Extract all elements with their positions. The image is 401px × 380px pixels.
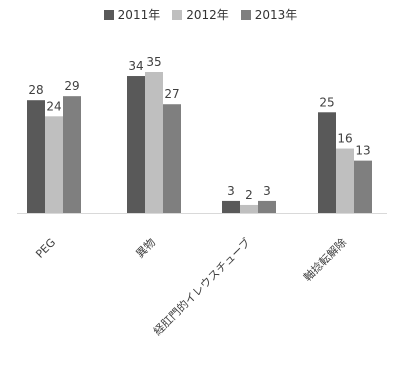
bar-0-3 <box>318 112 336 213</box>
bar-1-3 <box>336 148 354 213</box>
bar-0-2 <box>222 200 240 213</box>
legend-item-2011: 2011年 <box>103 6 161 23</box>
category-label-0: PEG <box>33 236 58 261</box>
bar-2-1 <box>163 104 181 213</box>
bar-2-2 <box>258 200 276 213</box>
bar-0-1 <box>127 76 145 214</box>
category-label-1: 異物 <box>133 235 158 260</box>
legend-item-2012: 2012年 <box>172 6 229 23</box>
bar-2-3 <box>354 160 372 213</box>
data-label-2-1: 27 <box>164 87 179 101</box>
bar-0-0 <box>27 100 45 213</box>
data-label-0-0: 28 <box>28 83 43 97</box>
category-label-3: 軸捻転解除 <box>300 235 349 284</box>
legend-swatch-2011 <box>103 9 114 20</box>
data-label-1-0: 24 <box>46 99 61 113</box>
data-label-1-2: 2 <box>245 188 253 202</box>
bar-1-0 <box>45 116 63 213</box>
bar-2-0 <box>63 96 81 213</box>
legend-swatch-2013 <box>240 9 251 20</box>
legend: 2011年 2012年 2013年 <box>0 6 401 23</box>
data-label-1-1: 35 <box>146 55 161 69</box>
data-label-2-3: 13 <box>355 144 370 158</box>
legend-label-2013: 2013年 <box>254 8 298 22</box>
data-label-1-3: 16 <box>337 132 352 146</box>
legend-item-2013: 2013年 <box>240 6 298 23</box>
data-label-2-2: 3 <box>263 184 271 198</box>
legend-label-2012: 2012年 <box>186 8 229 22</box>
legend-label-2011: 2011年 <box>117 8 161 22</box>
legend-swatch-2012 <box>172 9 183 20</box>
data-label-2-0: 29 <box>64 79 79 93</box>
bar-1-2 <box>240 204 258 213</box>
bar-1-1 <box>145 72 163 213</box>
data-label-0-1: 34 <box>128 59 143 73</box>
data-label-0-3: 25 <box>319 95 334 109</box>
data-label-0-2: 3 <box>227 184 235 198</box>
category-label-2: 経肛門的イレウスチューブ <box>150 235 253 338</box>
